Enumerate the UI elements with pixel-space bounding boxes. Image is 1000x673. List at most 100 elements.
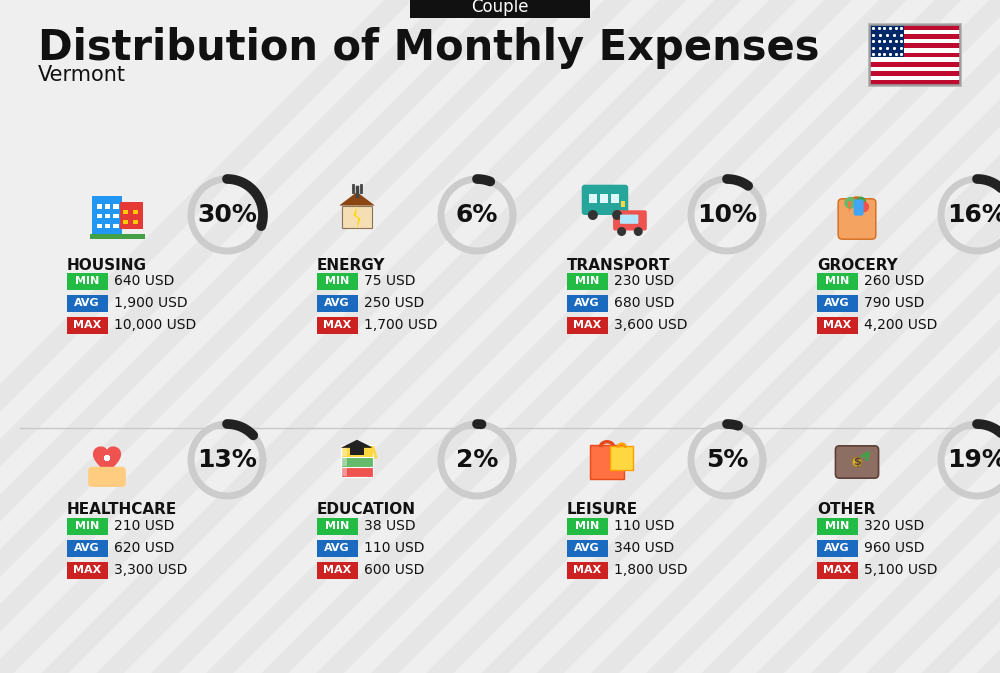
- Text: AVG: AVG: [574, 298, 600, 308]
- FancyBboxPatch shape: [341, 466, 373, 477]
- Text: MIN: MIN: [825, 276, 849, 286]
- Text: GROCERY: GROCERY: [817, 258, 898, 273]
- Circle shape: [852, 457, 862, 467]
- FancyBboxPatch shape: [316, 273, 358, 289]
- Text: MAX: MAX: [73, 320, 101, 330]
- Text: AVG: AVG: [324, 298, 350, 308]
- Text: 790 USD: 790 USD: [864, 296, 924, 310]
- Bar: [589, 194, 597, 203]
- Text: 3,300 USD: 3,300 USD: [114, 563, 187, 577]
- Polygon shape: [93, 446, 121, 475]
- FancyBboxPatch shape: [816, 561, 858, 579]
- FancyBboxPatch shape: [66, 518, 108, 534]
- Polygon shape: [341, 439, 373, 448]
- Text: MAX: MAX: [823, 320, 851, 330]
- Bar: [611, 194, 619, 203]
- Bar: [113, 204, 119, 209]
- FancyBboxPatch shape: [316, 518, 358, 534]
- Bar: [113, 223, 119, 228]
- Text: 13%: 13%: [197, 448, 257, 472]
- FancyBboxPatch shape: [66, 561, 108, 579]
- Bar: [342, 205, 372, 228]
- Text: MAX: MAX: [323, 320, 351, 330]
- FancyBboxPatch shape: [566, 561, 608, 579]
- FancyBboxPatch shape: [816, 273, 858, 289]
- FancyBboxPatch shape: [816, 540, 858, 557]
- Text: MIN: MIN: [825, 521, 849, 531]
- FancyBboxPatch shape: [66, 316, 108, 334]
- Text: 210 USD: 210 USD: [114, 519, 174, 533]
- FancyBboxPatch shape: [816, 518, 858, 534]
- Text: 19%: 19%: [947, 448, 1000, 472]
- Text: MIN: MIN: [575, 276, 599, 286]
- Text: 4,200 USD: 4,200 USD: [864, 318, 937, 332]
- Circle shape: [617, 227, 626, 236]
- FancyBboxPatch shape: [582, 184, 628, 215]
- Text: AVG: AVG: [824, 298, 850, 308]
- Polygon shape: [353, 205, 361, 229]
- Bar: [870, 71, 960, 76]
- Text: MIN: MIN: [325, 521, 349, 531]
- FancyBboxPatch shape: [566, 295, 608, 312]
- Text: 6%: 6%: [456, 203, 498, 227]
- Text: AVG: AVG: [574, 543, 600, 553]
- Text: MAX: MAX: [573, 320, 601, 330]
- Bar: [90, 234, 145, 239]
- Bar: [342, 446, 347, 456]
- Text: 10,000 USD: 10,000 USD: [114, 318, 196, 332]
- Text: 1,700 USD: 1,700 USD: [364, 318, 438, 332]
- Bar: [870, 52, 960, 57]
- Text: MAX: MAX: [573, 565, 601, 575]
- FancyBboxPatch shape: [410, 0, 590, 18]
- Text: MIN: MIN: [75, 521, 99, 531]
- Text: 2%: 2%: [456, 448, 498, 472]
- Bar: [97, 204, 102, 209]
- Bar: [342, 467, 347, 476]
- Text: 75 USD: 75 USD: [364, 274, 416, 288]
- Text: 110 USD: 110 USD: [614, 519, 674, 533]
- Text: 1,900 USD: 1,900 USD: [114, 296, 188, 310]
- Bar: [870, 34, 960, 39]
- Bar: [105, 455, 109, 462]
- FancyBboxPatch shape: [854, 199, 864, 215]
- Bar: [870, 25, 960, 85]
- Text: MAX: MAX: [323, 565, 351, 575]
- Bar: [870, 39, 960, 44]
- Circle shape: [856, 197, 866, 207]
- FancyBboxPatch shape: [341, 446, 373, 457]
- Bar: [92, 196, 122, 234]
- Circle shape: [634, 227, 643, 236]
- Bar: [105, 204, 110, 209]
- Text: AVG: AVG: [324, 543, 350, 553]
- Bar: [97, 223, 102, 228]
- Text: MIN: MIN: [575, 521, 599, 531]
- Bar: [104, 456, 110, 460]
- FancyBboxPatch shape: [66, 273, 108, 289]
- Bar: [133, 220, 138, 225]
- Text: 5,100 USD: 5,100 USD: [864, 563, 938, 577]
- Text: 38 USD: 38 USD: [364, 519, 416, 533]
- Text: AVG: AVG: [74, 543, 100, 553]
- Bar: [350, 448, 364, 456]
- Text: LEISURE: LEISURE: [567, 503, 638, 518]
- FancyBboxPatch shape: [566, 540, 608, 557]
- FancyBboxPatch shape: [566, 273, 608, 289]
- Bar: [621, 201, 625, 207]
- FancyBboxPatch shape: [868, 23, 962, 87]
- FancyBboxPatch shape: [620, 215, 638, 224]
- Bar: [870, 67, 960, 71]
- Text: 16%: 16%: [947, 203, 1000, 227]
- FancyBboxPatch shape: [66, 295, 108, 312]
- FancyBboxPatch shape: [566, 518, 608, 534]
- Text: HOUSING: HOUSING: [67, 258, 147, 273]
- Bar: [105, 223, 110, 228]
- Bar: [870, 30, 960, 34]
- Bar: [133, 210, 138, 214]
- Polygon shape: [848, 201, 852, 212]
- Text: 10%: 10%: [697, 203, 757, 227]
- FancyBboxPatch shape: [838, 199, 876, 239]
- Bar: [870, 48, 960, 52]
- Text: 960 USD: 960 USD: [864, 541, 924, 555]
- FancyBboxPatch shape: [316, 295, 358, 312]
- Circle shape: [858, 201, 869, 212]
